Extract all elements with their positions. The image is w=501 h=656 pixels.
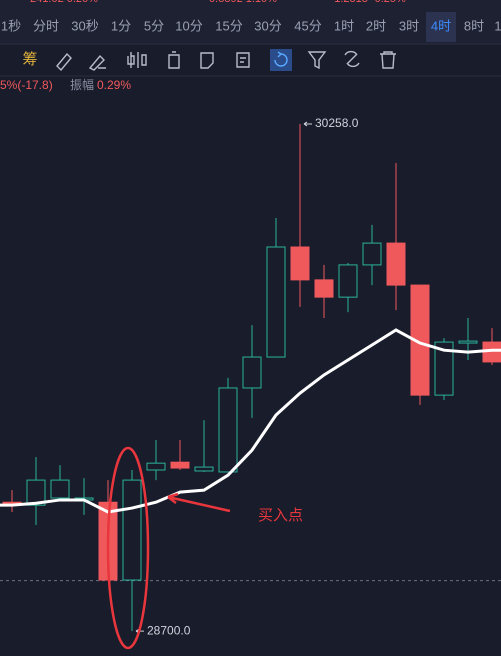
low-label: 28700.0 <box>147 623 191 637</box>
candle-body <box>26 479 46 506</box>
delete-icon[interactable] <box>380 51 396 69</box>
template-icon[interactable] <box>200 52 214 69</box>
amplitude-label: 振幅 <box>70 77 94 92</box>
candle-body <box>146 462 166 471</box>
clipped-quote: 1.2313 -0.25% <box>334 0 406 5</box>
tab[interactable]: 8时 <box>464 18 484 33</box>
tab[interactable]: 10分 <box>175 18 202 33</box>
candle-body <box>434 341 454 396</box>
change: 5%(-17.8) <box>0 78 53 92</box>
tab[interactable]: 1时 <box>334 18 354 33</box>
amplitude: 0.29% <box>97 78 131 92</box>
candle-body <box>410 284 430 396</box>
note-icon[interactable] <box>236 52 250 68</box>
candle-body <box>170 461 190 469</box>
candle-body <box>242 356 262 389</box>
magnet-icon[interactable] <box>274 51 288 67</box>
high-arrow <box>303 121 312 127</box>
clipped-quote: 241.02 0.26% <box>30 0 98 5</box>
tab[interactable]: 分时 <box>33 18 59 33</box>
tab[interactable]: 2时 <box>366 18 386 33</box>
annotation-arrow <box>167 492 231 513</box>
active-tab-bg <box>426 12 456 42</box>
candle-icon[interactable] <box>127 52 147 68</box>
tab[interactable]: 5分 <box>144 18 164 33</box>
candle-body <box>218 387 238 473</box>
tab[interactable]: 3时 <box>399 18 419 33</box>
tab[interactable]: 30分 <box>254 18 281 33</box>
tab[interactable]: 15分 <box>215 18 242 33</box>
plot: 30258.0 28700.0 买入点 <box>0 116 501 650</box>
tab[interactable]: 1分 <box>111 18 131 33</box>
active-tool[interactable] <box>270 49 292 71</box>
tab[interactable]: 1 <box>494 18 501 33</box>
candle-body <box>50 479 70 499</box>
tab-bar <box>0 0 501 44</box>
candle-body <box>362 242 382 266</box>
filter-icon[interactable] <box>307 51 327 70</box>
candle-body <box>194 466 214 472</box>
tab[interactable]: 45分 <box>294 18 321 33</box>
candle-body <box>314 279 334 298</box>
quotes: 241.02 0.26% 0.8892 1.10% 1.2313 -0.25% <box>30 0 406 5</box>
candle-body <box>386 242 406 286</box>
annotation: 买入点 <box>258 507 303 524</box>
candle-body <box>290 246 310 281</box>
index-icon[interactable] <box>168 51 180 69</box>
ruler-icon[interactable] <box>56 52 72 72</box>
moving-average <box>0 328 501 514</box>
high-label: 30258.0 <box>315 116 359 130</box>
highlight-ellipse <box>106 446 150 650</box>
tabs: 1秒 分时 30秒 1分 5分 10分 15分 30分 45分 1时 2时 3时 4时 8时 1 <box>1 12 501 42</box>
sync-icon[interactable] <box>344 50 360 68</box>
candle-body <box>122 479 142 581</box>
clipped-quote: 0.8892 1.10% <box>209 0 277 5</box>
tool-label[interactable]: 筹 <box>22 51 37 68</box>
pen-icon[interactable] <box>88 54 106 71</box>
toolbar: 筹 <box>22 49 396 72</box>
tab[interactable]: 30秒 <box>71 18 98 33</box>
tab[interactable]: 4时 <box>431 18 451 33</box>
tab[interactable]: 1秒 <box>1 18 21 33</box>
candle-body <box>266 246 286 358</box>
candle-body <box>338 264 358 298</box>
candle-body <box>458 340 478 344</box>
